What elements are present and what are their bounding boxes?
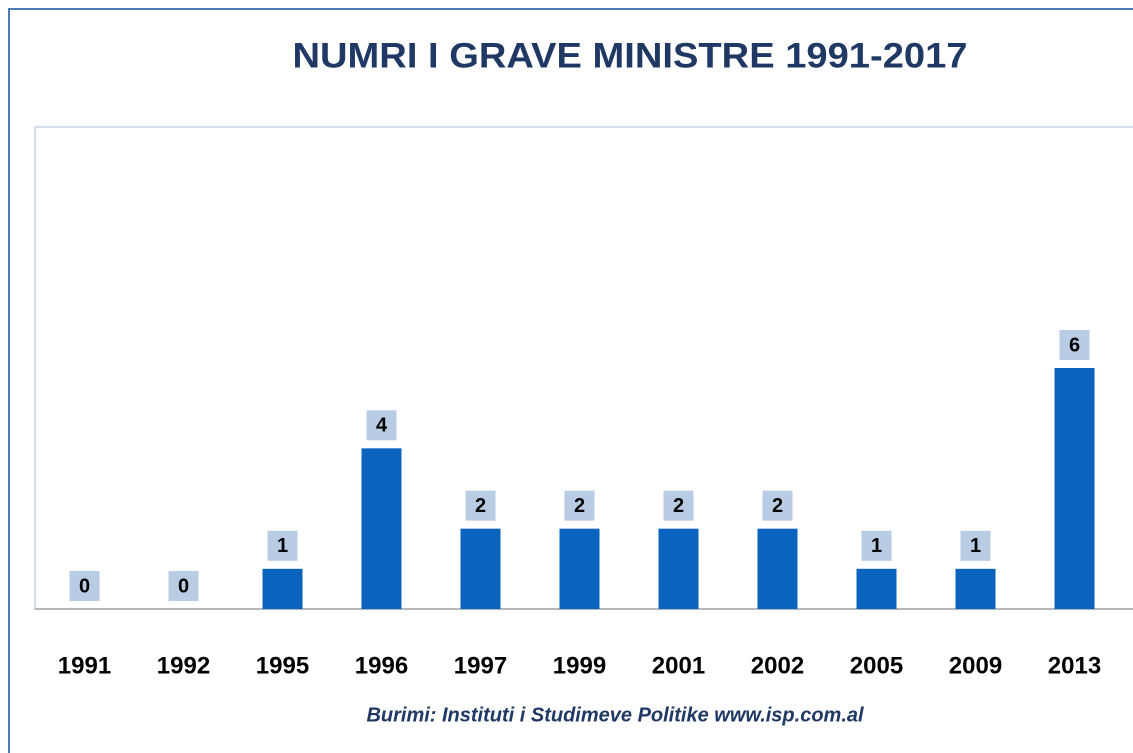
data-label-box (861, 530, 892, 561)
data-label: 1 (970, 535, 981, 557)
x-tick-label: 1995 (256, 652, 309, 679)
data-label-box (69, 571, 100, 601)
source-note: Burimi: Instituti i Studimeve Politike w… (366, 704, 864, 726)
bar (658, 528, 699, 609)
data-label-box (1059, 330, 1090, 360)
x-tick-label: 1992 (157, 652, 210, 679)
data-label: 0 (79, 575, 90, 597)
data-label: 1 (277, 535, 288, 557)
x-tick-label: 2001 (652, 652, 705, 679)
data-label: 6 (1069, 334, 1080, 356)
bar (1054, 368, 1095, 609)
x-tick-label: 2005 (850, 652, 903, 679)
x-tick-label: 1997 (454, 652, 507, 679)
bar (955, 568, 996, 609)
x-tick-label: 2009 (949, 652, 1002, 679)
x-tick-label: 1996 (355, 652, 408, 679)
data-label-box (564, 490, 595, 521)
data-label-box (960, 530, 991, 561)
x-tick-label: 1991 (58, 652, 111, 679)
chart-title: NUMRI I GRAVE MINISTRE 1991-2017 (293, 36, 968, 75)
data-label: 4 (376, 415, 388, 437)
data-label-box (465, 490, 496, 521)
bar (460, 528, 501, 609)
data-label-box (366, 410, 397, 441)
data-label: 2 (574, 495, 585, 517)
data-label: 0 (178, 575, 189, 597)
data-label-box (168, 571, 199, 601)
data-label: 2 (772, 495, 783, 517)
x-tick-label: 2002 (751, 652, 804, 679)
data-label: 2 (475, 495, 486, 517)
data-label: 2 (673, 495, 684, 517)
bar (361, 448, 402, 609)
x-tick-label: 1999 (553, 652, 606, 679)
x-tick-label: 2013 (1048, 652, 1101, 679)
bar (856, 568, 897, 609)
bar (757, 528, 798, 609)
data-label-box (762, 490, 793, 521)
data-label-box (663, 490, 694, 521)
data-label: 1 (871, 535, 882, 557)
bar (262, 568, 303, 609)
bar (559, 528, 600, 609)
data-label-box (267, 530, 298, 561)
